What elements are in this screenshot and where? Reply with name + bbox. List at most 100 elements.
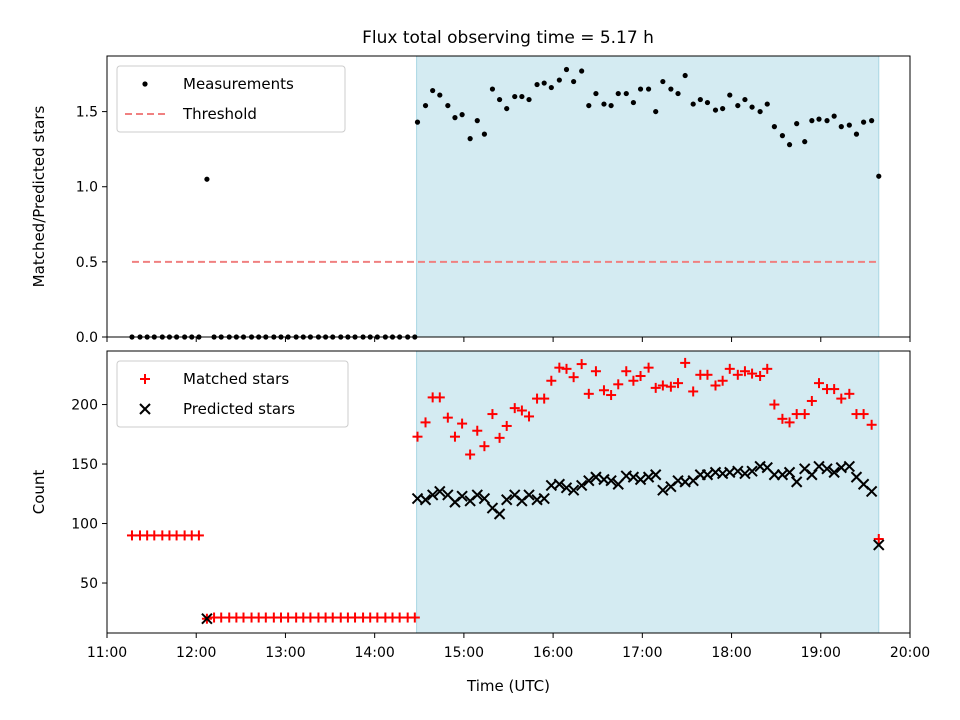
measurement-point bbox=[682, 72, 688, 79]
measurement-point bbox=[504, 105, 510, 112]
measurement-point bbox=[459, 112, 465, 118]
measurement-point bbox=[690, 101, 696, 107]
measurement-point bbox=[481, 131, 488, 137]
matched-star-point bbox=[673, 378, 684, 389]
matched-star-point bbox=[806, 395, 817, 406]
matched-star-point bbox=[590, 366, 601, 377]
measurement-point bbox=[526, 96, 532, 103]
measurement-point bbox=[861, 119, 867, 125]
matched-star-point bbox=[442, 412, 453, 423]
matched-star-point bbox=[449, 431, 460, 442]
measurement-point bbox=[467, 136, 473, 142]
predicted-star-point bbox=[627, 471, 640, 483]
x-axis-label: Time (UTC) bbox=[466, 677, 550, 695]
predicted-star-point bbox=[865, 485, 878, 498]
matched-star-point bbox=[813, 378, 824, 389]
predicted-star-point bbox=[642, 471, 655, 483]
measurement-point bbox=[660, 78, 666, 85]
matched-star-point bbox=[554, 362, 565, 373]
measurement-point bbox=[757, 108, 763, 115]
y-tick-label: 50 bbox=[80, 576, 98, 592]
matched-star-point bbox=[769, 399, 780, 410]
matched-star-point bbox=[546, 375, 557, 386]
measurement-point bbox=[571, 78, 577, 85]
x-tick-label: 15:00 bbox=[444, 645, 484, 661]
matched-star-point bbox=[747, 368, 758, 379]
observing-window-shade bbox=[416, 350, 880, 634]
predicted-star-point bbox=[553, 478, 566, 490]
measurement-point bbox=[645, 86, 652, 92]
matched-star-point bbox=[487, 409, 498, 420]
measurement-point bbox=[586, 102, 592, 109]
predicted-star-point bbox=[201, 613, 213, 625]
matched-star-point bbox=[539, 393, 550, 404]
y-tick-label: 100 bbox=[71, 517, 98, 533]
legend-entry: Predicted stars bbox=[183, 400, 295, 418]
measurement-point bbox=[712, 107, 719, 113]
x-tick-label: 17:00 bbox=[622, 645, 662, 661]
matched-star-point bbox=[739, 366, 750, 377]
legend-entry: Measurements bbox=[183, 75, 294, 93]
measurement-point bbox=[204, 176, 210, 182]
measurement-point bbox=[534, 81, 540, 88]
predicted-star-point bbox=[478, 492, 491, 505]
matched-star-point bbox=[516, 405, 527, 416]
matched-star-point bbox=[501, 420, 512, 431]
matched-star-point bbox=[665, 381, 676, 392]
matched-star-point bbox=[524, 411, 535, 422]
legend-box bbox=[116, 360, 349, 428]
measurement-point bbox=[445, 102, 451, 109]
matched-star-point bbox=[873, 534, 884, 544]
y-axis-label: Count bbox=[30, 470, 48, 515]
x-tick-label: 18:00 bbox=[711, 645, 751, 661]
matched-star-point bbox=[643, 362, 654, 373]
matched-star-point bbox=[710, 380, 721, 391]
measurement-point bbox=[519, 93, 525, 100]
matched-star-point bbox=[836, 393, 847, 404]
measurement-point bbox=[697, 96, 703, 103]
x-tick-label: 19:00 bbox=[801, 645, 841, 661]
top-panel-series bbox=[129, 66, 882, 340]
measurement-point bbox=[653, 108, 659, 115]
measurement-point bbox=[742, 96, 748, 103]
y-tick-label: 0.5 bbox=[76, 255, 98, 271]
predicted-star-point bbox=[739, 467, 751, 480]
chart-title: Flux total observing time = 5.17 h bbox=[362, 28, 654, 48]
measurement-point bbox=[735, 102, 741, 109]
observing-window-shade bbox=[416, 55, 880, 338]
matched-star-point bbox=[844, 388, 855, 399]
measurement-point bbox=[764, 101, 770, 107]
predicted-star-point bbox=[783, 466, 796, 479]
matched-star-point bbox=[829, 384, 840, 395]
measurement-point bbox=[704, 99, 711, 106]
matched-star-point bbox=[465, 449, 476, 460]
x-tick-label: 16:00 bbox=[533, 645, 573, 661]
predicted-star-point bbox=[538, 492, 550, 505]
measurement-point bbox=[794, 121, 800, 127]
predicted-star-point bbox=[471, 489, 483, 501]
measurement-point bbox=[771, 124, 777, 130]
predicted-star-point bbox=[790, 476, 803, 488]
predicted-star-point bbox=[657, 484, 669, 496]
predicted-star-point bbox=[456, 490, 468, 502]
top-panel-frame bbox=[106, 55, 911, 338]
measurement-point bbox=[727, 92, 733, 98]
x-tick-label: 13:00 bbox=[265, 645, 305, 661]
matched-star-point bbox=[866, 419, 877, 430]
predicted-star-point bbox=[701, 469, 714, 481]
matched-star-point bbox=[680, 357, 691, 368]
predicted-star-point bbox=[821, 463, 833, 475]
bottom-panel-ticks: 11:00 12:00 13:00 14:00 15:00 16:00 17:00 18:00… bbox=[71, 398, 930, 661]
predicted-star-point bbox=[873, 539, 885, 551]
measurement-point bbox=[496, 96, 503, 103]
y-tick-label: 150 bbox=[71, 457, 98, 473]
matched-star-point bbox=[561, 363, 572, 374]
predicted-star-point bbox=[590, 471, 602, 483]
measurement-point bbox=[430, 87, 436, 94]
predicted-star-point bbox=[575, 479, 588, 492]
legend-box bbox=[116, 65, 346, 133]
matched-star-point bbox=[613, 379, 624, 390]
measurement-point bbox=[846, 122, 852, 128]
predicted-star-point bbox=[501, 494, 513, 506]
